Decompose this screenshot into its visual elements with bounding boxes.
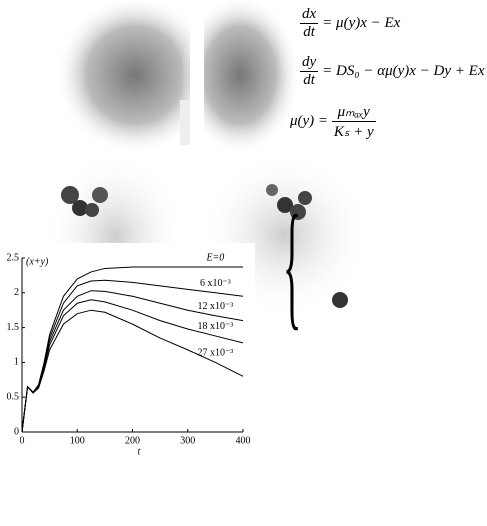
- numerator: dx: [300, 6, 318, 24]
- series-label: 18 x10⁻³: [197, 321, 233, 332]
- y-tick-label: 1: [14, 357, 19, 368]
- lhs: μ(y) =: [290, 113, 328, 129]
- x-axis-label: t: [138, 446, 141, 455]
- x-tick-label: 200: [125, 435, 140, 446]
- rhs: = μ(y)x − Ex: [322, 15, 400, 31]
- series-label: 27 x10⁻³: [197, 348, 233, 359]
- numerator: dy: [300, 54, 318, 72]
- series-label: E=0: [205, 252, 224, 263]
- series-label: 6 x10⁻³: [200, 278, 231, 289]
- rhs: = DS₀ − αμ(y)x − Dy + Ex: [322, 63, 484, 79]
- y-tick-label: 2: [14, 287, 19, 298]
- y-tick-label: 0: [14, 426, 19, 437]
- x-tick-label: 100: [70, 435, 85, 446]
- y-axis-label: (x+y): [26, 256, 49, 267]
- x-tick-label: 300: [180, 435, 195, 446]
- denominator: Kₛ + y: [332, 122, 376, 141]
- series-label: 12 x10⁻³: [197, 301, 233, 312]
- y-tick-label: 1.5: [7, 322, 20, 333]
- denominator: dt: [300, 72, 318, 89]
- y-tick-label: 0.5: [7, 391, 20, 402]
- y-tick-label: 2.5: [7, 252, 20, 263]
- x-tick-label: 400: [236, 435, 251, 446]
- denominator: dt: [300, 24, 318, 41]
- x-tick-label: 0: [20, 435, 25, 446]
- brace: {: [283, 8, 301, 526]
- numerator: μₘₐₓy: [332, 102, 376, 122]
- page: 0 0.5 1 1.5 2 2.5 0 100 200 300 400 (x+y) t E=0 6 x10⁻…: [0, 0, 487, 455]
